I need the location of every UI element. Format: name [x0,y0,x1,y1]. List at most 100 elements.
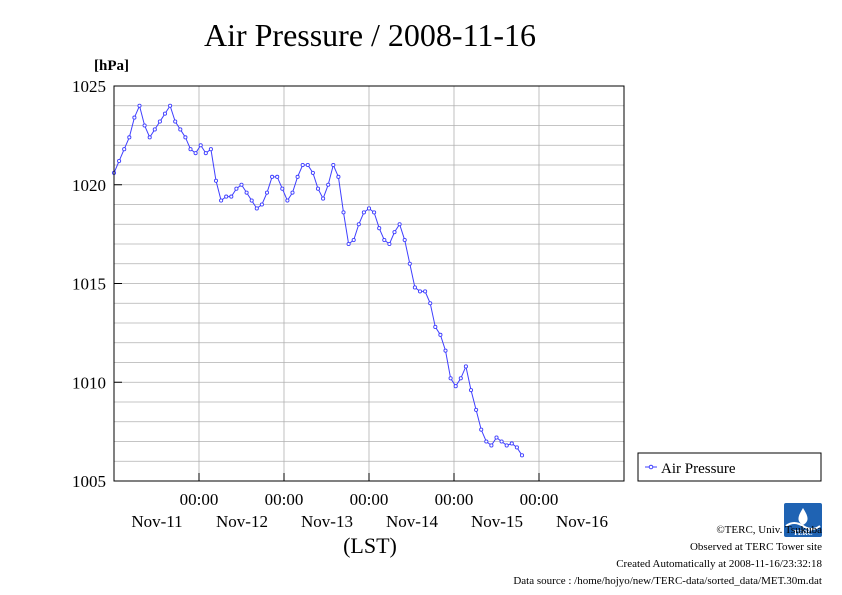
data-point [168,103,173,108]
series-line [113,104,523,456]
data-point [474,407,479,412]
terc-logo: TERC [784,503,822,537]
data-point [433,324,438,330]
data-point [249,198,254,203]
x-axis-label: (LST) [343,533,397,558]
data-point [259,202,264,207]
footer-observed: Observed at TERC Tower site [690,541,822,553]
data-point [402,237,407,243]
data-point [300,162,305,168]
data-point [351,237,356,243]
data-point [346,241,351,247]
data-point [387,241,392,247]
data-point [336,174,341,179]
data-point [198,143,203,148]
data-point [377,226,382,231]
data-point [458,376,463,381]
x-tick-date: Nov-16 [556,512,608,531]
data-point [407,261,412,266]
data-point [142,123,147,128]
data-point [397,222,402,227]
x-axis: 00:00 Nov-11 00:00 Nov-12 00:00 Nov-13 00:00 No… [131,473,608,531]
data-point [494,435,499,440]
data-point [392,230,397,235]
data-point [219,198,224,203]
data-point [275,174,280,179]
data-point [509,441,514,446]
legend-box [637,452,822,482]
data-point [341,210,346,215]
data-point [264,190,270,195]
x-tick-time: 00:00 [435,490,474,509]
x-tick-time: 00:00 [350,490,389,509]
data-point [484,439,489,444]
data-point [438,332,443,337]
data-point [188,147,193,152]
data-point [326,182,331,187]
logo-text: TERC [793,529,812,537]
data-point [208,147,213,152]
y-tick-label: 1010 [72,373,106,392]
x-tick-date: Nov-15 [471,512,523,531]
data-point [270,174,275,179]
data-point [504,443,509,448]
data-point [203,151,208,156]
data-point [239,182,244,187]
data-point [366,206,372,211]
data-point [361,210,366,215]
chart-title: Air Pressure / 2008-11-16 [204,17,536,53]
data-point [224,194,229,199]
data-point [331,162,336,168]
data-point [147,135,152,140]
y-unit-label: [hPa] [94,58,129,74]
data-point [463,364,468,369]
x-tick-date: Nov-13 [301,512,353,531]
data-point [285,198,290,203]
data-point [519,453,525,458]
x-tick-date: Nov-12 [216,512,268,531]
data-point [244,190,249,195]
data-point [213,178,219,183]
data-point [127,135,132,140]
footer-copyright: ©TERC, Univ. Tsukuba [716,524,822,536]
series-air-pressure [111,103,525,458]
grid-lines [114,86,624,481]
data-point [234,186,239,191]
x-tick-time: 00:00 [265,490,304,509]
data-point [453,384,458,389]
data-point [443,348,448,353]
y-tick-label: 1025 [72,77,106,96]
data-point [229,194,234,199]
plot-frame [113,85,625,482]
data-point [178,127,183,132]
data-point [428,301,433,306]
footer-created: Created Automatically at 2008-11-16/23:3… [616,558,822,570]
data-point [162,111,168,116]
x-tick-date: Nov-14 [386,512,438,531]
data-point [356,222,361,227]
legend-label: Air Pressure [661,461,736,477]
data-point [479,427,484,432]
data-point [137,103,142,108]
data-point [295,174,300,179]
data-point [152,127,157,132]
x-tick-time: 00:00 [180,490,219,509]
data-point [423,289,428,294]
data-point [254,206,259,211]
data-point [310,170,315,175]
data-point [382,237,387,243]
data-point [499,439,504,444]
x-tick-date: Nov-11 [131,512,182,531]
logo-drop [798,508,808,525]
data-point [514,445,519,450]
x-tick-time: 00:00 [520,490,559,509]
data-point [183,135,188,140]
data-point [417,289,423,294]
data-point [132,115,137,120]
data-point [193,151,198,156]
y-tick-label: 1005 [72,472,106,491]
data-point [122,147,127,152]
data-point [468,388,474,393]
data-point [173,119,178,124]
